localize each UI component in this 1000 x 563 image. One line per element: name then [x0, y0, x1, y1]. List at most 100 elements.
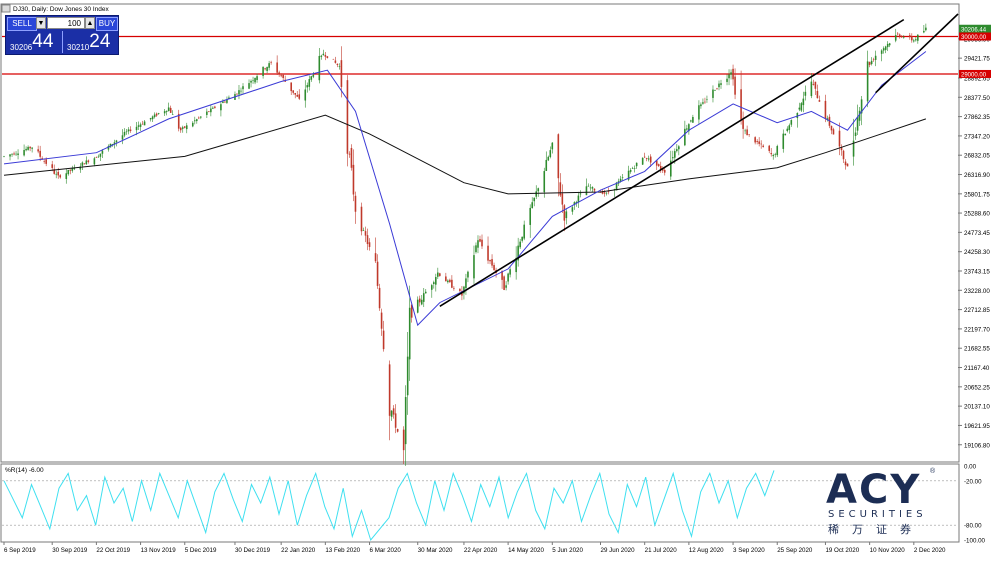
- williams-r-line: [3, 470, 775, 542]
- candle-body: [911, 36, 913, 41]
- candle-body: [93, 158, 96, 165]
- candle-body: [768, 145, 771, 151]
- y-tick-label: 26832.05: [964, 153, 990, 160]
- candle-body: [129, 129, 132, 131]
- candle-body: [177, 113, 180, 129]
- candle-body: [571, 207, 574, 212]
- candle-body: [669, 160, 672, 177]
- x-tick-label: 25 Sep 2020: [777, 547, 813, 554]
- buy-button[interactable]: BUY: [96, 17, 118, 31]
- candle-body: [756, 141, 758, 143]
- candle-body: [125, 131, 128, 133]
- candle-body: [270, 61, 272, 63]
- candle-body: [254, 78, 256, 83]
- x-tick-label: 30 Sep 2019: [52, 547, 88, 554]
- candle-body: [902, 37, 905, 38]
- buy-price[interactable]: 3021024: [67, 32, 110, 53]
- candle-body: [772, 155, 775, 157]
- candle-body: [435, 277, 437, 285]
- candle-body: [898, 34, 901, 37]
- candle-body: [674, 151, 676, 158]
- candle-body: [661, 169, 664, 171]
- candle-body: [854, 132, 857, 136]
- sell-button[interactable]: SELL: [7, 17, 37, 31]
- candle-body: [264, 68, 266, 70]
- x-tick-label: 6 Sep 2019: [4, 547, 36, 554]
- candle-body: [27, 146, 29, 150]
- candle-body: [734, 76, 736, 95]
- candle-body: [459, 289, 461, 291]
- logo-chinese: 稀万证券: [828, 523, 924, 536]
- candle-body: [322, 53, 325, 56]
- candle-body: [537, 188, 540, 192]
- lot-down-arrow[interactable]: ▼: [36, 17, 46, 29]
- candle-body: [143, 121, 146, 126]
- candle-body: [579, 193, 582, 195]
- title-bar: DJ30, Daily: Dow Jones 30 Index: [1, 4, 109, 13]
- candle-body: [23, 150, 25, 156]
- candle-body: [191, 122, 194, 127]
- candle-body: [798, 107, 801, 110]
- price-tag-label: 30000.00: [961, 35, 987, 41]
- candle-body: [700, 104, 702, 107]
- x-tick-label: 19 Oct 2020: [825, 547, 859, 554]
- price-tag-box: [959, 24, 991, 33]
- one-click-trading-panel: SELL ▼ 100 ▲ BUY 3020644 3021024: [5, 15, 119, 55]
- candle-body: [882, 48, 885, 51]
- candle-body: [424, 291, 427, 294]
- candle-body: [804, 91, 807, 96]
- candle-body: [507, 273, 509, 282]
- candle-body: [672, 157, 674, 159]
- candle-body: [692, 117, 694, 123]
- candle-body: [196, 119, 198, 122]
- candle-body: [346, 80, 349, 154]
- candle-body: [113, 142, 116, 145]
- indicator-label: %R(14) -6.00: [5, 467, 44, 474]
- candle-body: [123, 131, 126, 136]
- candle-body: [587, 185, 590, 187]
- candle-body: [880, 50, 883, 54]
- candle-body: [503, 276, 505, 290]
- candle-body: [57, 171, 60, 176]
- candle-body: [688, 124, 690, 132]
- candle-body: [67, 169, 70, 175]
- candle-body: [748, 134, 750, 135]
- y-tick-label: 20137.10: [964, 404, 990, 411]
- y-tick-label: 20652.25: [964, 384, 990, 391]
- candle-body: [479, 239, 481, 242]
- candle-body: [515, 257, 517, 273]
- candle-body: [278, 72, 280, 74]
- candle-body: [451, 279, 453, 288]
- lot-size-input[interactable]: 100: [47, 17, 85, 29]
- candle-body: [437, 272, 439, 277]
- candle-body: [135, 126, 138, 131]
- candle-body: [71, 168, 74, 171]
- lot-up-arrow[interactable]: ▲: [85, 17, 95, 29]
- candle-body: [559, 182, 562, 196]
- candle-body: [137, 125, 140, 127]
- candle-body: [200, 116, 202, 118]
- candle-body: [43, 161, 45, 162]
- candle-body: [607, 191, 610, 193]
- candle-body: [802, 98, 805, 106]
- candle-body: [447, 280, 449, 283]
- sell-price[interactable]: 3020644: [10, 32, 53, 53]
- candle-body: [690, 120, 692, 122]
- candle-body: [746, 129, 748, 136]
- candle-body: [410, 304, 413, 318]
- candle-body: [894, 35, 897, 41]
- sma-fast-line: [3, 51, 927, 327]
- candle-body: [643, 156, 646, 158]
- candle-body: [812, 83, 815, 85]
- candle-body: [13, 153, 15, 155]
- candle-body: [11, 154, 13, 155]
- price-tag-box: [959, 69, 991, 78]
- y-tick-label: 19621.95: [964, 423, 990, 430]
- y-tick-label: 21682.55: [964, 346, 990, 353]
- y-tick-label: 21167.40: [964, 365, 990, 372]
- candle-body: [742, 119, 744, 129]
- candle-body: [645, 157, 648, 159]
- candle-body: [308, 79, 311, 87]
